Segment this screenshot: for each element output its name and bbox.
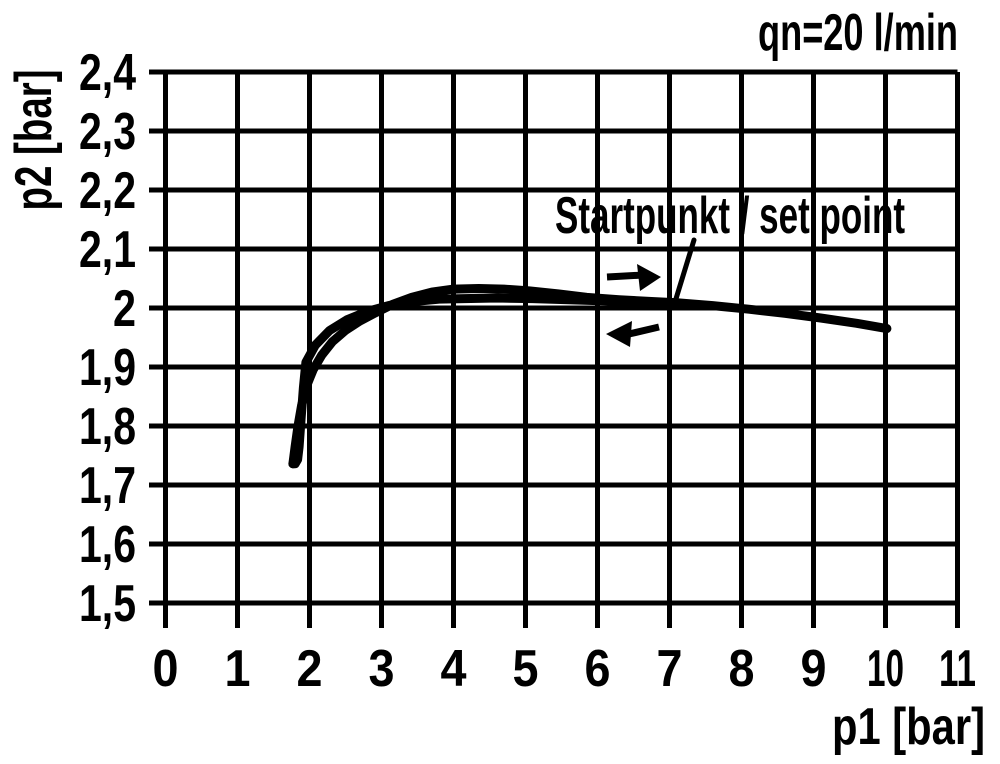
x-tick-label: 4 <box>441 640 467 698</box>
y-tick-label: 1,7 <box>79 457 136 515</box>
y-axis-label: p2 [bar] <box>5 70 63 211</box>
y-tick-label: 2,3 <box>79 103 136 161</box>
y-tick-label: 1,6 <box>79 516 136 574</box>
x-tick-label: 0 <box>153 640 179 698</box>
plot-grid <box>149 69 960 628</box>
x-tick-label: 2 <box>297 640 323 698</box>
setpoint-pointer-line <box>672 237 697 305</box>
x-tick-label: 1 <box>225 640 251 698</box>
y-tick-label: 1,8 <box>79 398 136 456</box>
x-tick-label: 8 <box>729 640 755 698</box>
y-tick-label: 1,9 <box>79 339 136 397</box>
hysteresis-curves <box>288 284 892 469</box>
curve-increasing-p1 <box>288 284 892 469</box>
x-tick-label: 11 <box>939 640 976 698</box>
x-tick-label: 7 <box>657 640 683 698</box>
x-tick-label: 3 <box>369 640 395 698</box>
y-tick-label: 2,1 <box>79 221 136 279</box>
y-tick-label: 2,2 <box>79 162 136 220</box>
x-tick-labels: 0 1 2 3 4 5 6 7 8 9 10 11 <box>153 640 977 698</box>
flow-rate-label: qn=20 l/min <box>758 4 958 62</box>
curve-decreasing-p1 <box>288 293 682 469</box>
y-tick-label: 1,5 <box>79 575 136 633</box>
increase-direction-arrow-icon <box>606 264 661 291</box>
x-axis-label: p1 [bar] <box>832 698 985 756</box>
y-tick-label: 2,4 <box>79 44 136 102</box>
x-tick-label: 5 <box>513 640 539 698</box>
x-tick-label: 10 <box>867 640 904 698</box>
x-tick-label: 9 <box>801 640 827 698</box>
decrease-direction-arrow-icon <box>606 321 660 347</box>
x-tick-label: 6 <box>585 640 611 698</box>
setpoint-label: Startpunkt / set point <box>555 187 905 245</box>
y-tick-labels: 2,42,32,22,121,91,81,71,61,5 <box>79 44 136 633</box>
y-tick-label: 2 <box>113 280 136 338</box>
